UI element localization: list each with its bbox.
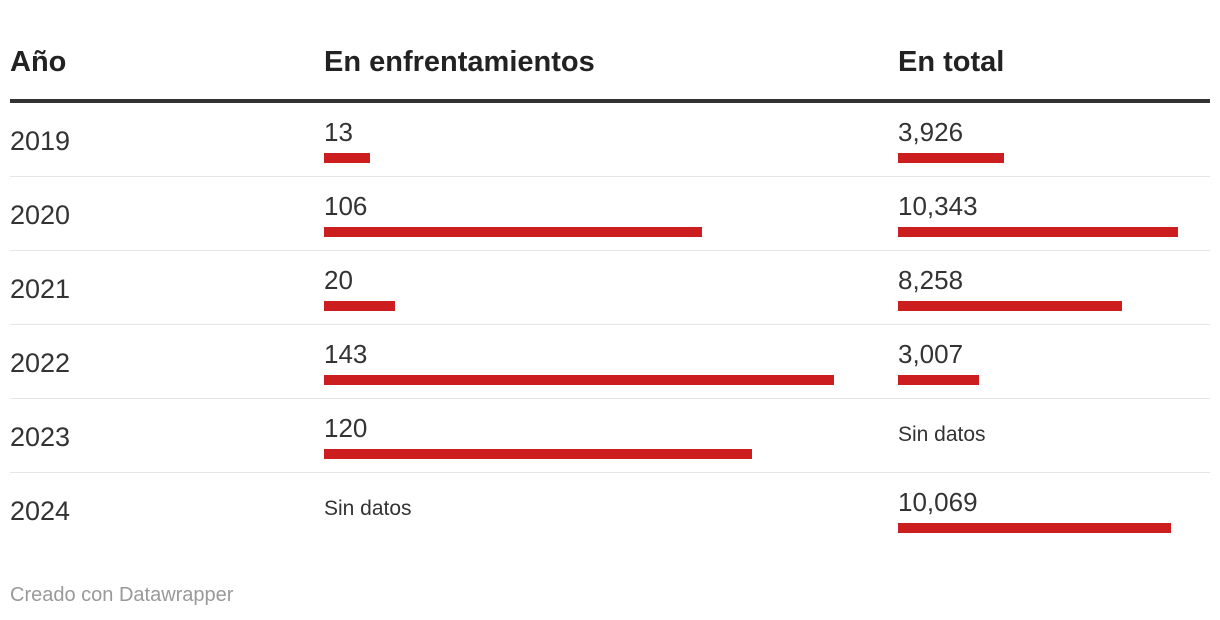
no-data-label: Sin datos — [324, 497, 412, 520]
table-row: 2019 13 3,926 — [10, 103, 1210, 177]
clashes-bar — [324, 301, 395, 311]
total-value: 8,258 — [898, 265, 964, 295]
clashes-bar — [324, 153, 370, 163]
credit-text: Creado con Datawrapper — [10, 584, 234, 606]
clashes-cell: 106 — [324, 177, 884, 250]
year-cell: 2021 — [10, 274, 71, 304]
total-cell: 3,007 — [898, 325, 1210, 398]
total-bar — [898, 227, 1178, 237]
clashes-cell: 13 — [324, 103, 884, 176]
total-bar — [898, 301, 1122, 311]
clashes-cell: 143 — [324, 325, 884, 398]
total-bar — [898, 523, 1171, 533]
total-value: 10,069 — [898, 487, 978, 517]
year-cell: 2019 — [10, 126, 71, 156]
year-cell: 2024 — [10, 496, 71, 526]
total-value: 3,007 — [898, 339, 964, 369]
column-header-total[interactable]: En total — [898, 46, 1005, 78]
clashes-bar — [324, 227, 702, 237]
total-cell: 10,343 — [898, 177, 1210, 250]
total-cell: Sin datos — [898, 399, 1210, 472]
no-data-label: Sin datos — [898, 423, 986, 446]
table-row: 2024 Sin datos 10,069 — [10, 473, 1210, 546]
clashes-bar — [324, 449, 752, 459]
clashes-value: 13 — [324, 117, 353, 147]
clashes-value: 143 — [324, 339, 368, 369]
table-row: 2022 143 3,007 — [10, 325, 1210, 399]
clashes-bar — [324, 375, 834, 385]
table-row: 2020 106 10,343 — [10, 177, 1210, 251]
table-body: 2019 13 3,926 2020 106 10,343 2021 20 8,258 2022 1… — [10, 103, 1210, 546]
table-header: Año En enfrentamientos En total — [10, 0, 1210, 103]
total-bar — [898, 375, 979, 385]
total-cell: 3,926 — [898, 103, 1210, 176]
data-table: Año En enfrentamientos En total 2019 13 3,… — [10, 0, 1210, 546]
total-value: 3,926 — [898, 117, 964, 147]
table-row: 2023 120 Sin datos — [10, 399, 1210, 473]
year-cell: 2022 — [10, 348, 71, 378]
clashes-cell: 120 — [324, 399, 884, 472]
clashes-cell: Sin datos — [324, 473, 884, 546]
total-cell: 8,258 — [898, 251, 1210, 324]
total-cell: 10,069 — [898, 473, 1210, 546]
clashes-value: 106 — [324, 191, 368, 221]
table-row: 2021 20 8,258 — [10, 251, 1210, 325]
clashes-value: 20 — [324, 265, 353, 295]
column-header-clashes[interactable]: En enfrentamientos — [324, 46, 595, 78]
column-header-year[interactable]: Año — [10, 46, 67, 78]
year-cell: 2020 — [10, 200, 71, 230]
year-cell: 2023 — [10, 422, 71, 452]
clashes-value: 120 — [324, 413, 368, 443]
clashes-cell: 20 — [324, 251, 884, 324]
total-value: 10,343 — [898, 191, 978, 221]
total-bar — [898, 153, 1004, 163]
